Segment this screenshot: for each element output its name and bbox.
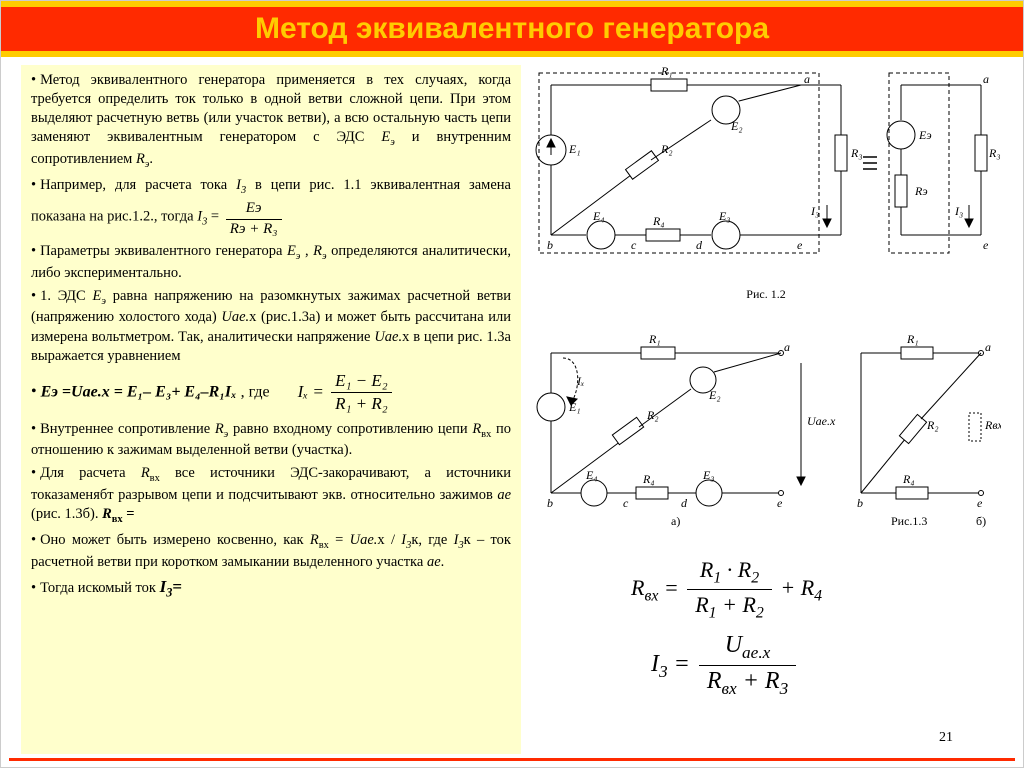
svg-text:E₃: E₃ xyxy=(718,209,731,223)
svg-text:e: e xyxy=(797,238,803,252)
svg-text:а): а) xyxy=(671,514,680,528)
svg-text:Rэ: Rэ xyxy=(914,184,928,198)
svg-text:R₂: R₂ xyxy=(926,418,939,432)
para-4: 1. ЭДС Eэ равна напряжению на разомкнуты… xyxy=(31,287,511,366)
formula-i3-small: EэRэ + R₃ xyxy=(223,199,285,240)
svg-text:R₁: R₁ xyxy=(660,65,673,78)
svg-text:R₄: R₄ xyxy=(902,472,915,486)
svg-text:Uae.x: Uae.x xyxy=(807,414,836,428)
formula-i3-big: I3 = Uae.xRвх + R3 xyxy=(651,630,799,701)
para-6: Внутреннее сопротивление Rэ равно входно… xyxy=(31,420,511,461)
title-bar: Метод эквивалентного генератора xyxy=(1,1,1023,57)
para-2: Например, для расчета тока I3 в цепи рис… xyxy=(31,176,511,238)
svg-text:a: a xyxy=(985,340,991,354)
svg-text:a: a xyxy=(983,72,989,86)
svg-text:R₄: R₄ xyxy=(642,472,655,486)
content-row: Метод эквивалентного генератора применяе… xyxy=(9,57,1015,761)
svg-text:E₄: E₄ xyxy=(585,468,598,482)
svg-text:I₃: I₃ xyxy=(810,204,819,218)
para-1: Метод эквивалентного генератора применяе… xyxy=(31,71,511,172)
svg-text:d: d xyxy=(681,496,688,510)
circuit-1-2-svg: R₁ a E₁ R₂ E₂ xyxy=(531,65,1001,285)
formula-5: Eэ =Uae.x = E₁– E₃+ E₄–R₁Iₓ , где Iₓ = E… xyxy=(31,370,511,416)
svg-text:Рис.1.3: Рис.1.3 xyxy=(891,514,927,528)
svg-text:R₁: R₁ xyxy=(648,333,661,346)
figure-1-3: R₁ a E₁ Iₓ R₂ E₂ xyxy=(531,333,1001,533)
svg-text:E₂: E₂ xyxy=(708,388,721,402)
svg-text:e: e xyxy=(977,496,983,510)
page-number: 21 xyxy=(939,730,953,746)
text-panel: Метод эквивалентного генератора применяе… xyxy=(21,65,521,754)
svg-text:R₂: R₂ xyxy=(646,408,659,422)
figure-panel: R₁ a E₁ R₂ E₂ xyxy=(531,65,1003,754)
para-7: Для расчета Rвх все источники ЭДС-закора… xyxy=(31,464,511,526)
svg-text:b: b xyxy=(547,238,553,252)
svg-text:Eэ: Eэ xyxy=(918,128,932,142)
fig12-caption: Рис. 1.2 xyxy=(531,287,1001,302)
svg-text:e: e xyxy=(983,238,989,252)
svg-text:I₃: I₃ xyxy=(954,204,963,218)
svg-text:Rвх: Rвх xyxy=(984,418,1001,432)
svg-text:R₃: R₃ xyxy=(850,146,863,160)
title: Метод эквивалентного генератора xyxy=(255,12,769,46)
figure-1-2: R₁ a E₁ R₂ E₂ xyxy=(531,65,1001,302)
svg-text:R₂: R₂ xyxy=(660,142,673,156)
formula-ix: Iₓ = E₁ − E₂R₁ + R₂ xyxy=(298,370,395,416)
para-3: Параметры эквивалентного генератора Eэ ,… xyxy=(31,242,511,283)
svg-text:R₁: R₁ xyxy=(906,333,919,346)
svg-text:d: d xyxy=(696,238,703,252)
svg-text:E₄: E₄ xyxy=(592,209,605,223)
svg-text:e: e xyxy=(777,496,783,510)
svg-text:E₃: E₃ xyxy=(702,468,715,482)
svg-text:R₄: R₄ xyxy=(652,214,665,228)
slide: Метод эквивалентного генератора Метод эк… xyxy=(0,0,1024,768)
svg-text:a: a xyxy=(804,72,810,86)
svg-text:R₃: R₃ xyxy=(988,146,1001,160)
svg-text:c: c xyxy=(631,238,637,252)
svg-text:c: c xyxy=(623,496,629,510)
para-9: Тогда искомый ток I3= xyxy=(31,576,511,601)
svg-text:E₁: E₁ xyxy=(568,142,581,156)
svg-text:b: b xyxy=(857,496,863,510)
svg-text:Iₓ: Iₓ xyxy=(576,374,584,388)
formula-rvx: Rвх = R1 · R2R1 + R2 + R4 xyxy=(631,555,822,625)
svg-text:a: a xyxy=(784,340,790,354)
para-8: Оно может быть измерено косвенно, как Rв… xyxy=(31,531,511,572)
svg-text:б): б) xyxy=(976,514,986,528)
svg-text:E₂: E₂ xyxy=(730,119,743,133)
circuit-1-3-svg: R₁ a E₁ Iₓ R₂ E₂ xyxy=(531,333,1001,533)
svg-text:b: b xyxy=(547,496,553,510)
